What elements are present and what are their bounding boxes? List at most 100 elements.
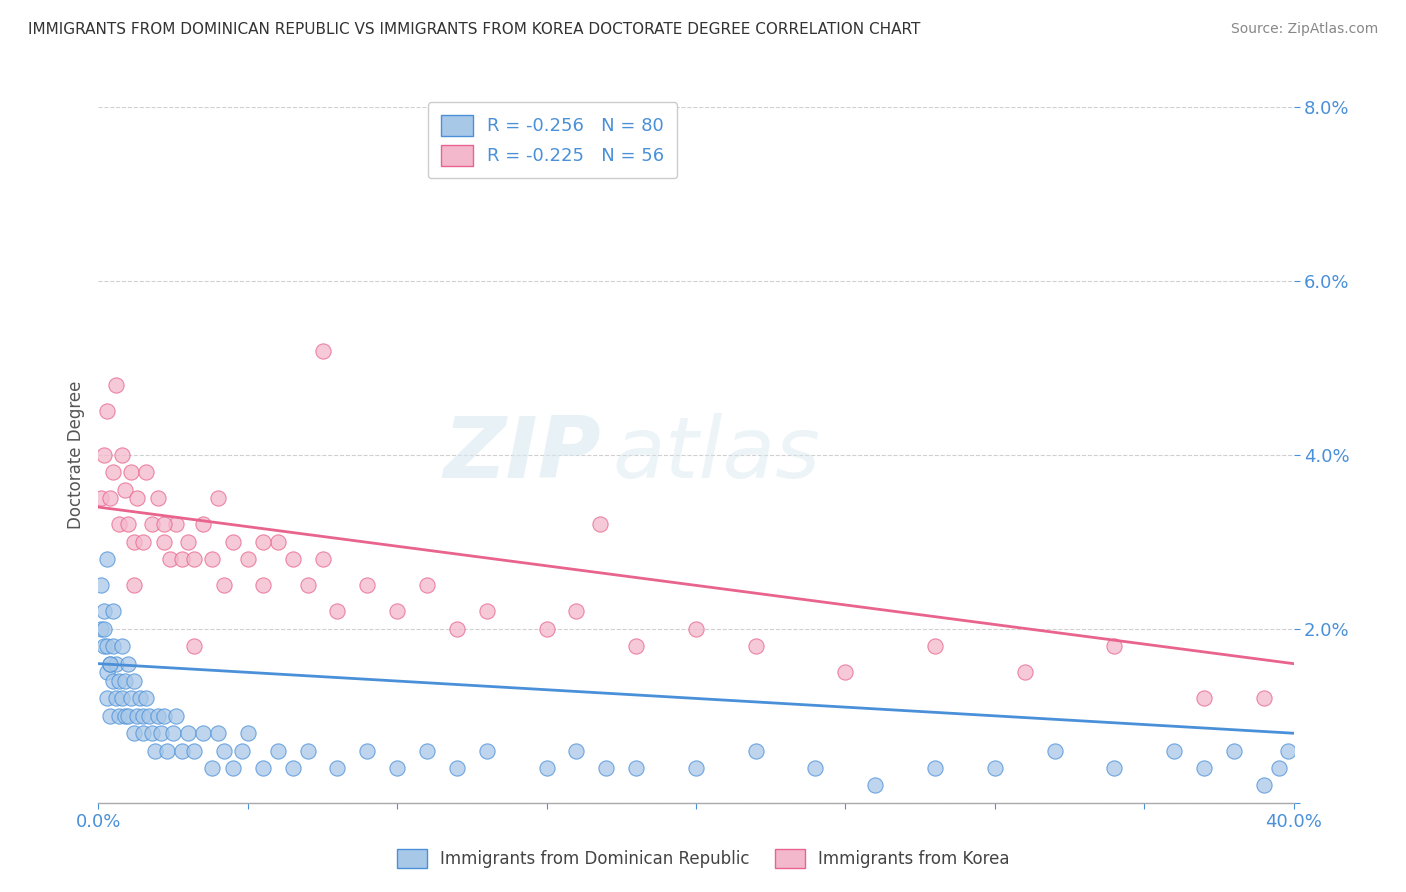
Point — [1277, 744, 1299, 758]
Text: Source: ZipAtlas.com: Source: ZipAtlas.com — [1230, 22, 1378, 37]
Point — [141, 517, 163, 532]
Point — [356, 744, 378, 758]
Point — [96, 404, 118, 418]
Point — [252, 534, 274, 549]
Point — [150, 726, 173, 740]
Point — [1267, 761, 1289, 775]
Point — [267, 534, 290, 549]
Point — [165, 517, 187, 532]
Point — [138, 708, 160, 723]
Point — [191, 517, 214, 532]
Point — [589, 161, 612, 175]
Point — [153, 517, 176, 532]
Point — [311, 552, 333, 566]
Point — [156, 744, 179, 758]
Point — [117, 517, 139, 532]
Point — [212, 744, 235, 758]
Point — [297, 744, 319, 758]
Point — [834, 665, 856, 680]
Point — [93, 605, 115, 619]
Point — [93, 639, 115, 653]
Point — [626, 639, 648, 653]
Point — [96, 639, 118, 653]
Point — [90, 578, 112, 592]
Point — [212, 578, 235, 592]
Point — [1223, 744, 1246, 758]
Point — [105, 691, 128, 706]
Point — [177, 726, 200, 740]
Point — [120, 466, 142, 480]
Point — [103, 466, 125, 480]
Point — [475, 744, 498, 758]
Point — [924, 639, 946, 653]
Legend: Immigrants from Dominican Republic, Immigrants from Korea: Immigrants from Dominican Republic, Immi… — [389, 842, 1017, 875]
Point — [129, 691, 152, 706]
Point — [1192, 761, 1215, 775]
Point — [1192, 691, 1215, 706]
Point — [416, 578, 439, 592]
Point — [536, 622, 558, 636]
Legend: R = -0.256   N = 80, R = -0.225   N = 56: R = -0.256 N = 80, R = -0.225 N = 56 — [427, 103, 678, 178]
Point — [124, 674, 146, 689]
Point — [252, 578, 274, 592]
Point — [93, 622, 115, 636]
Point — [222, 761, 245, 775]
Point — [924, 761, 946, 775]
Point — [162, 726, 184, 740]
Point — [114, 708, 136, 723]
Point — [446, 761, 468, 775]
Point — [236, 552, 259, 566]
Point — [141, 726, 163, 740]
Point — [745, 639, 768, 653]
Point — [297, 578, 319, 592]
Point — [385, 761, 409, 775]
Point — [117, 657, 139, 671]
Point — [135, 466, 157, 480]
Point — [127, 491, 149, 506]
Point — [98, 491, 122, 506]
Point — [120, 691, 142, 706]
Point — [114, 483, 136, 497]
Point — [90, 491, 112, 506]
Text: IMMIGRANTS FROM DOMINICAN REPUBLIC VS IMMIGRANTS FROM KOREA DOCTORATE DEGREE COR: IMMIGRANTS FROM DOMINICAN REPUBLIC VS IM… — [28, 22, 921, 37]
Point — [105, 657, 128, 671]
Point — [132, 534, 155, 549]
Point — [143, 744, 166, 758]
Point — [231, 744, 253, 758]
Point — [281, 552, 304, 566]
Point — [685, 761, 707, 775]
Point — [385, 605, 409, 619]
Point — [124, 534, 146, 549]
Point — [865, 778, 887, 793]
Point — [416, 744, 439, 758]
Point — [96, 665, 118, 680]
Point — [159, 552, 181, 566]
Point — [153, 708, 176, 723]
Y-axis label: Doctorate Degree: Doctorate Degree — [66, 381, 84, 529]
Point — [236, 726, 259, 740]
Point — [1014, 665, 1036, 680]
Point — [177, 534, 200, 549]
Point — [207, 726, 229, 740]
Point — [114, 674, 136, 689]
Point — [595, 761, 617, 775]
Point — [201, 761, 224, 775]
Point — [148, 491, 170, 506]
Point — [326, 605, 349, 619]
Point — [103, 674, 125, 689]
Point — [252, 761, 274, 775]
Point — [127, 708, 149, 723]
Point — [536, 761, 558, 775]
Point — [207, 491, 229, 506]
Point — [98, 657, 122, 671]
Point — [183, 744, 205, 758]
Point — [326, 761, 349, 775]
Point — [96, 552, 118, 566]
Point — [1163, 744, 1185, 758]
Point — [191, 726, 214, 740]
Point — [165, 708, 187, 723]
Point — [124, 726, 146, 740]
Text: atlas: atlas — [613, 413, 820, 497]
Point — [1104, 761, 1126, 775]
Point — [108, 674, 131, 689]
